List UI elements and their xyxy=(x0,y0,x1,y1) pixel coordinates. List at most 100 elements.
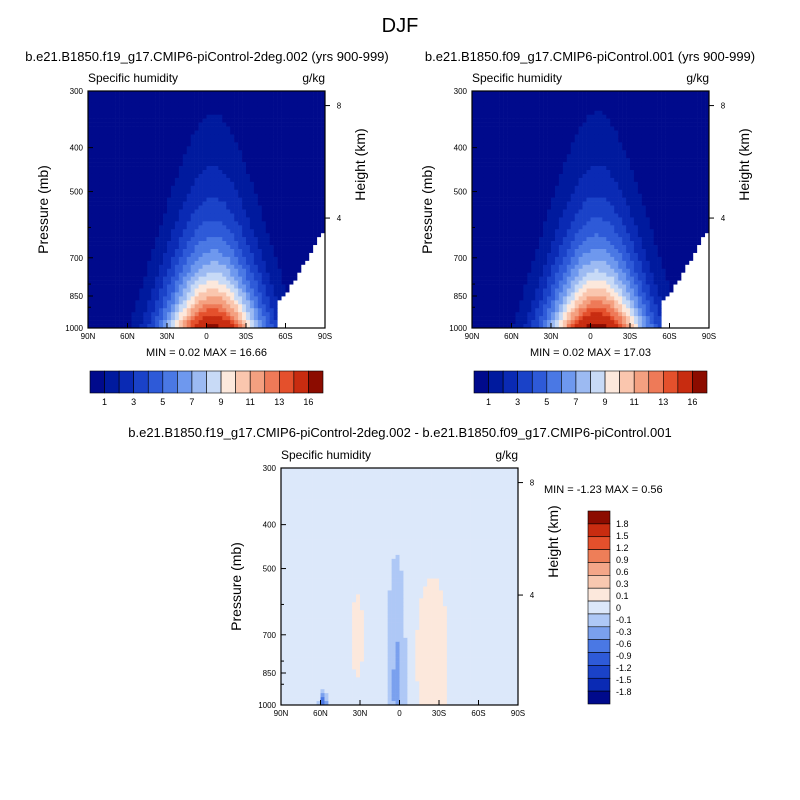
field-cell xyxy=(527,130,532,135)
field-cell xyxy=(543,122,548,127)
field-cell xyxy=(293,288,298,293)
field-cell xyxy=(242,312,247,317)
field-cell xyxy=(499,118,504,123)
field-cell xyxy=(527,114,532,119)
field-cell xyxy=(610,170,615,175)
field-cell xyxy=(155,300,160,305)
field-cell xyxy=(210,126,215,131)
field-cell xyxy=(170,94,176,100)
field-cell xyxy=(273,213,278,218)
field-cell xyxy=(88,245,93,250)
field-cell xyxy=(234,122,239,127)
field-cell xyxy=(206,264,211,270)
field-cell xyxy=(511,170,516,175)
field-cell xyxy=(653,166,658,171)
field-cell xyxy=(297,324,302,329)
field-cell xyxy=(206,173,211,179)
field-cell xyxy=(95,205,101,210)
field-cell xyxy=(269,209,274,214)
field-cell xyxy=(190,185,195,191)
field-cell xyxy=(285,221,290,226)
field-cell xyxy=(261,245,267,250)
field-cell xyxy=(475,142,481,147)
field-cell xyxy=(253,181,259,187)
field-cell xyxy=(297,312,302,317)
field-cell xyxy=(218,98,223,104)
field-cell xyxy=(479,110,485,115)
field-cell xyxy=(566,150,572,155)
field-cell xyxy=(281,296,286,301)
field-cell xyxy=(123,193,128,198)
field-cell xyxy=(590,106,595,112)
field-cell xyxy=(321,288,326,293)
field-cell xyxy=(135,272,140,277)
field-cell xyxy=(293,134,298,139)
field-cell xyxy=(321,114,326,119)
field-cell xyxy=(673,142,678,147)
field-cell xyxy=(273,245,278,250)
field-cell xyxy=(693,118,698,123)
field-cell xyxy=(91,221,97,226)
field-cell xyxy=(167,304,172,309)
field-cell xyxy=(566,106,572,112)
field-cell xyxy=(202,114,207,119)
field-cell xyxy=(151,197,156,202)
field-cell xyxy=(673,166,678,171)
field-cell xyxy=(127,110,132,115)
field-cell xyxy=(487,158,493,163)
field-cell xyxy=(570,118,575,123)
field-cell xyxy=(249,150,255,155)
field-cell xyxy=(305,260,310,266)
field-cell xyxy=(677,110,682,115)
field-cell xyxy=(582,98,587,104)
field-cell xyxy=(226,166,231,171)
field-cell xyxy=(535,130,540,135)
field-cell xyxy=(131,193,136,198)
field-cell xyxy=(261,91,267,96)
field-cell xyxy=(127,304,132,309)
field-cell xyxy=(210,312,215,317)
field-cell xyxy=(198,98,203,104)
field-cell xyxy=(277,268,282,273)
field-cell xyxy=(170,138,176,143)
field-cell xyxy=(261,300,267,305)
field-cell xyxy=(88,205,93,210)
field-cell xyxy=(178,308,184,313)
field-cell xyxy=(178,146,184,151)
field-cell xyxy=(483,118,489,123)
field-cell xyxy=(91,304,97,309)
field-cell xyxy=(249,197,255,202)
field-cell xyxy=(143,221,148,226)
field-cell xyxy=(186,134,191,139)
field-cell xyxy=(210,272,215,277)
field-cell xyxy=(210,233,215,238)
field-cell xyxy=(570,150,575,155)
field-cell xyxy=(669,126,674,131)
field-cell xyxy=(111,158,116,163)
field-cell xyxy=(103,189,109,194)
field-cell xyxy=(317,213,322,218)
field-cell xyxy=(226,130,231,135)
field-cell xyxy=(317,308,322,313)
field-cell xyxy=(677,118,682,123)
field-cell xyxy=(269,201,274,206)
field-cell xyxy=(606,102,611,108)
field-cell xyxy=(622,110,627,115)
field-cell xyxy=(230,197,235,202)
field-cell xyxy=(487,102,493,108)
field-cell xyxy=(230,114,235,119)
field-cell xyxy=(285,181,290,187)
field-cell xyxy=(554,150,560,155)
field-cell xyxy=(257,138,263,143)
field-cell xyxy=(111,268,116,273)
field-cell xyxy=(139,177,144,183)
field-cell xyxy=(190,134,195,139)
field-cell xyxy=(194,252,199,258)
field-cell xyxy=(527,134,532,139)
field-cell xyxy=(297,225,302,230)
field-cell xyxy=(582,118,587,123)
field-cell xyxy=(143,308,148,313)
field-cell xyxy=(305,189,310,194)
field-cell xyxy=(507,138,512,143)
field-cell xyxy=(242,320,247,325)
